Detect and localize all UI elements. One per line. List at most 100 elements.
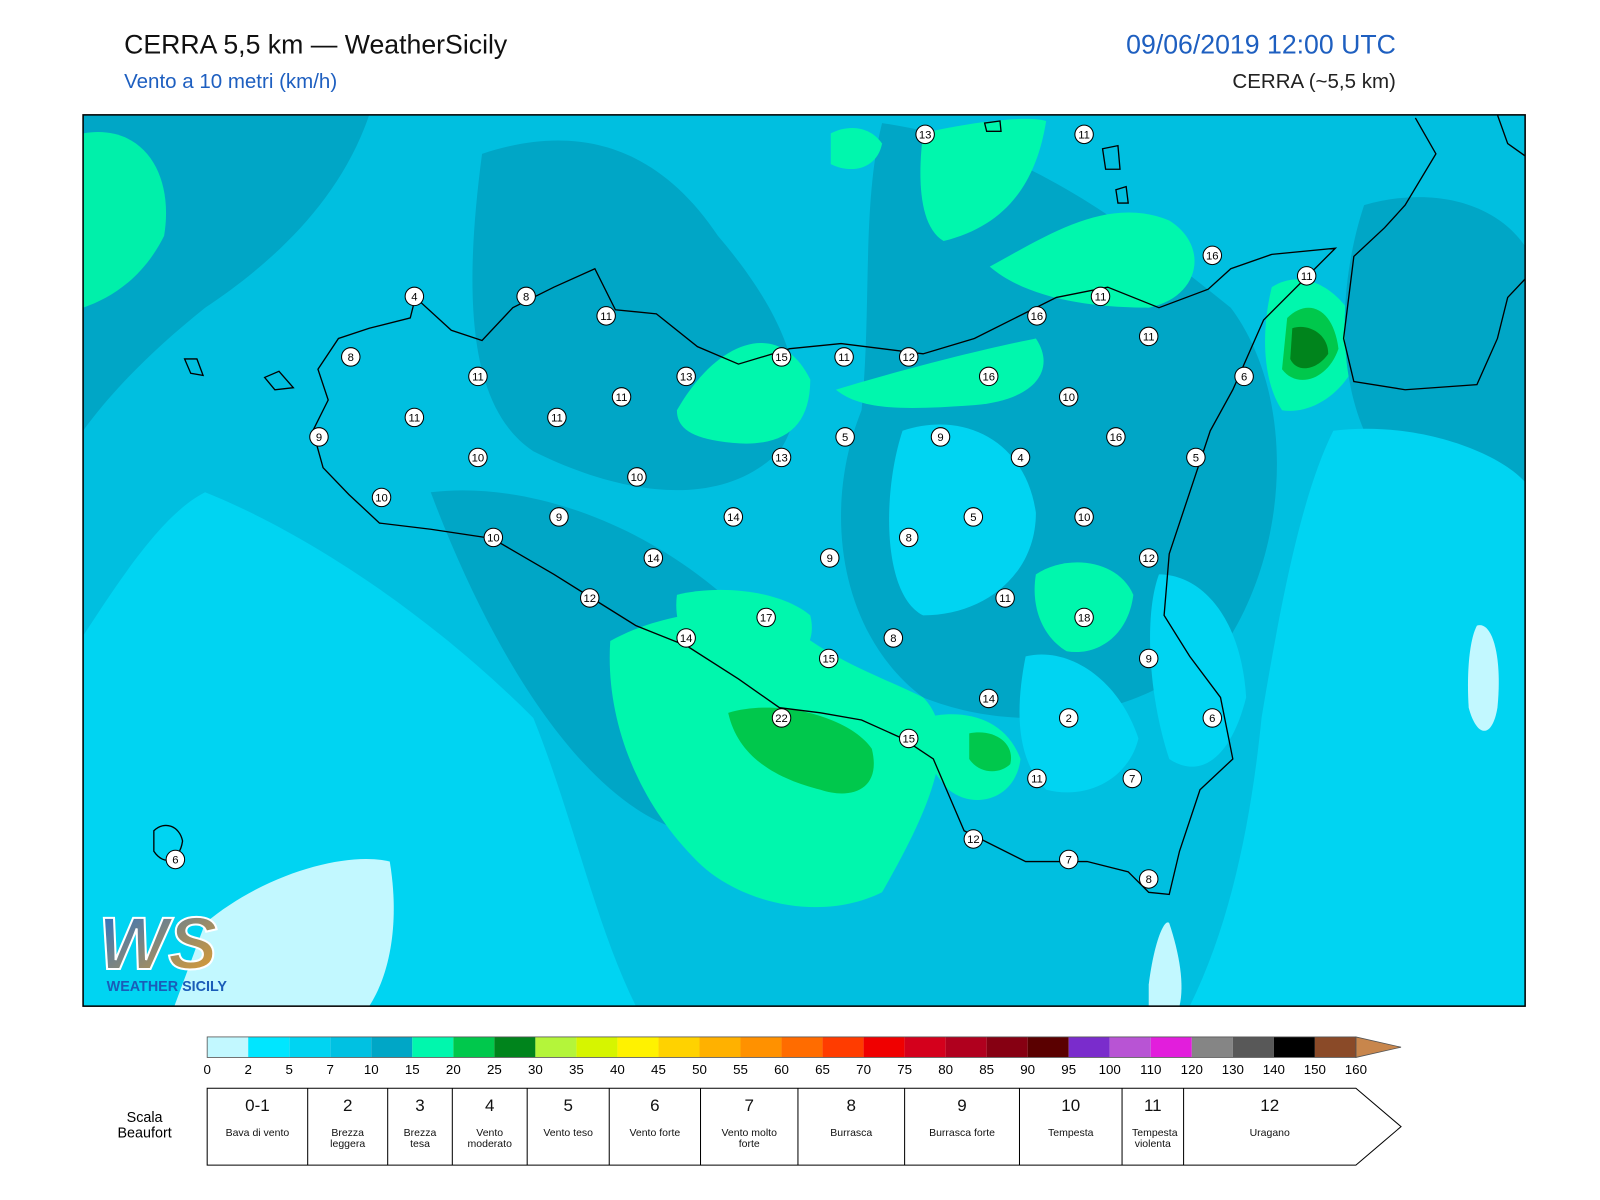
- station-value: 12: [1142, 553, 1155, 565]
- beaufort-desc: Burrasca forte: [929, 1127, 996, 1140]
- station-marker: [723, 507, 744, 527]
- colorbar-segment: [986, 1036, 1028, 1058]
- station-marker: [978, 366, 999, 387]
- colorbar-segment: [289, 1036, 331, 1058]
- stations: 13 11 16 11 4 8 11 11 16 8 11 13 15 11 12 11 16 6 11 11 11 10…: [165, 124, 1317, 889]
- station-value: 10: [631, 472, 644, 484]
- colorbar: 0 2 5 7 10 15 20 25 30 35 40 45 50 55 60 65 70 75 80 85 90 95…: [203, 1036, 1402, 1077]
- station-marker: [1138, 648, 1159, 669]
- station-marker: [1010, 447, 1031, 468]
- station-value: 14: [727, 512, 740, 524]
- station-value: 5: [970, 512, 976, 524]
- station-marker: [771, 708, 792, 728]
- station-marker: [883, 628, 904, 648]
- colorbar-segment: [1314, 1036, 1356, 1058]
- title: CERRA 5,5 km — WeatherSicily: [124, 29, 508, 59]
- station-value: 9: [1146, 654, 1152, 666]
- beaufort-level: 0-1 Bava di vento: [207, 1088, 308, 1139]
- colorbar-segment: [535, 1036, 577, 1058]
- station-marker: [1186, 447, 1206, 468]
- beaufort-desc: Tempesta: [1048, 1127, 1094, 1140]
- station-value: 9: [937, 432, 943, 444]
- beaufort-level: 9 Burrasca forte: [905, 1088, 1020, 1139]
- colorbar-tick-label: 40: [610, 1062, 625, 1077]
- station-value: 10: [375, 493, 388, 505]
- station-marker: [643, 548, 664, 568]
- station-marker: [1058, 708, 1079, 728]
- colorbar-tick-label: 130: [1222, 1062, 1244, 1077]
- station-value: 8: [906, 533, 912, 545]
- station-value: 13: [680, 372, 693, 384]
- station-value: 11: [1095, 292, 1107, 304]
- beaufort-level: 11 Tempesta violenta: [1122, 1088, 1184, 1150]
- station-marker: [834, 347, 854, 367]
- beaufort-force: 3: [415, 1096, 425, 1116]
- colorbar-tick-label: 160: [1345, 1062, 1367, 1077]
- colorbar-tick-label: 120: [1181, 1062, 1203, 1077]
- station-value: 11: [999, 593, 1011, 605]
- beaufort-level: 5 Vento teso: [527, 1088, 609, 1139]
- station-marker: [483, 527, 504, 548]
- station-value: 7: [1066, 855, 1072, 867]
- station-marker: [404, 286, 425, 307]
- colorbar-tick-label: 50: [692, 1062, 707, 1077]
- colorbar-frame: [206, 1036, 1357, 1058]
- colorbar-tick-label: 30: [528, 1062, 543, 1077]
- station-value: 6: [1241, 372, 1247, 384]
- station-marker: [676, 366, 696, 387]
- colorbar-tick-label: 150: [1304, 1062, 1326, 1077]
- station-marker: [1090, 286, 1111, 307]
- coastlines: [153, 114, 1526, 896]
- station-value: 12: [967, 834, 980, 846]
- colorbar-tick-label: 7: [327, 1062, 334, 1077]
- station-value: 7: [1129, 774, 1135, 786]
- station-marker: [1074, 124, 1094, 145]
- beaufort-desc: Brezza leggera: [330, 1127, 366, 1151]
- colorbar-tick-label: 2: [244, 1062, 251, 1077]
- colorbar-tick-label: 55: [733, 1062, 748, 1077]
- logo-mark: WS: [98, 902, 217, 985]
- station-marker: [1074, 507, 1094, 527]
- colorbar-segment: [207, 1036, 249, 1058]
- beaufort-desc: Vento moderato: [467, 1127, 512, 1151]
- colorbar-segment: [945, 1036, 987, 1058]
- colorbar-tick-label: 5: [286, 1062, 293, 1077]
- colorbar-segment: [412, 1036, 454, 1058]
- colorbar-segment: [658, 1036, 700, 1058]
- station-value: 10: [1062, 392, 1075, 404]
- station-value: 17: [760, 613, 773, 625]
- station-marker: [516, 286, 536, 307]
- colorbar-tick-label: 15: [405, 1062, 420, 1077]
- beaufort-force: 2: [342, 1096, 353, 1116]
- station-marker: [1058, 849, 1079, 870]
- beaufort-frame: [206, 1087, 1402, 1166]
- station-value: 5: [1193, 453, 1199, 465]
- station-marker: [898, 527, 919, 548]
- station-value: 12: [583, 593, 596, 605]
- beaufort-level: 8 Burrasca: [798, 1088, 905, 1139]
- station-marker: [1296, 266, 1317, 286]
- station-value: 10: [487, 533, 500, 545]
- colorbar-tick-label: 45: [651, 1062, 666, 1077]
- station-value: 14: [680, 633, 693, 645]
- colorbar-overflow: [1355, 1036, 1402, 1058]
- beaufort-desc: Bava di vento: [225, 1127, 290, 1140]
- station-marker: [963, 507, 984, 527]
- colorbar-segment: [371, 1036, 413, 1058]
- station-value: 6: [1209, 713, 1215, 725]
- station-marker: [1058, 387, 1079, 407]
- beaufort-desc: Brezza tesa: [403, 1127, 437, 1151]
- station-marker: [915, 124, 935, 145]
- station-marker: [898, 347, 919, 367]
- station-marker: [611, 387, 632, 407]
- colorbar-segment: [1150, 1036, 1192, 1058]
- station-value: 10: [472, 453, 485, 465]
- station-marker: [995, 588, 1015, 608]
- colorbar-tick-label: 20: [446, 1062, 461, 1077]
- beaufort-level: 2 Brezza leggera: [308, 1088, 388, 1150]
- station-value: 15: [775, 352, 788, 364]
- colorbar-segment: [453, 1036, 495, 1058]
- datetime: 09/06/2019 12:00 UTC: [1126, 29, 1396, 59]
- station-marker: [978, 688, 999, 709]
